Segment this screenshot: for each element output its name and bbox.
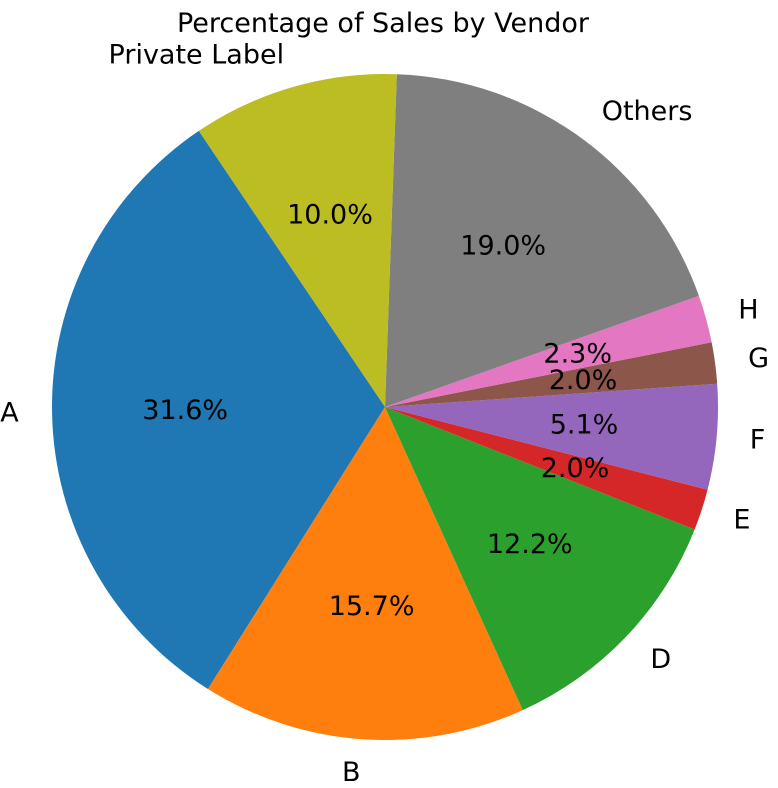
pie-slice-private-label: [198, 73, 397, 408]
slice-percent-b: 15.7%: [329, 591, 415, 622]
slice-label-b: B: [342, 757, 361, 788]
slice-label-private-label: Private Label: [109, 39, 285, 70]
pie-slice-e: [385, 407, 708, 530]
pie-slices: [52, 73, 719, 741]
slice-label-h: H: [738, 295, 758, 326]
pie-slice-h: [385, 295, 712, 407]
slice-percent-private-label: 10.0%: [287, 199, 373, 230]
slice-percent-h: 2.3%: [543, 339, 612, 370]
slice-percent-g: 2.0%: [549, 365, 618, 396]
pie-slice-g: [385, 342, 718, 407]
chart-title: Percentage of Sales by Vendor: [177, 8, 590, 39]
slice-percent-f: 5.1%: [550, 410, 619, 441]
slice-percent-a: 31.6%: [142, 395, 228, 426]
pie-slice-others: [385, 74, 699, 408]
slice-label-f: F: [750, 425, 766, 456]
pie-slice-d: [385, 407, 695, 711]
slice-category-labels: A B D E F GH Others Private Label: [0, 39, 769, 788]
slice-percent-labels: 31.6%15.7%12.2%2.0%5.1%2.0%2.3%19.0%10.0…: [142, 199, 618, 622]
slice-label-g: G: [748, 343, 769, 374]
pie-slice-b: [207, 407, 523, 741]
slice-percent-others: 19.0%: [460, 230, 546, 261]
slice-percent-e: 2.0%: [541, 453, 610, 484]
slice-percent-d: 12.2%: [487, 529, 573, 560]
slice-label-d: D: [650, 644, 671, 675]
slice-label-others: Others: [602, 96, 693, 127]
slice-label-a: A: [0, 398, 19, 429]
slice-label-e: E: [733, 505, 750, 536]
pie-slice-a: [52, 130, 386, 690]
pie-slice-f: [385, 383, 719, 490]
